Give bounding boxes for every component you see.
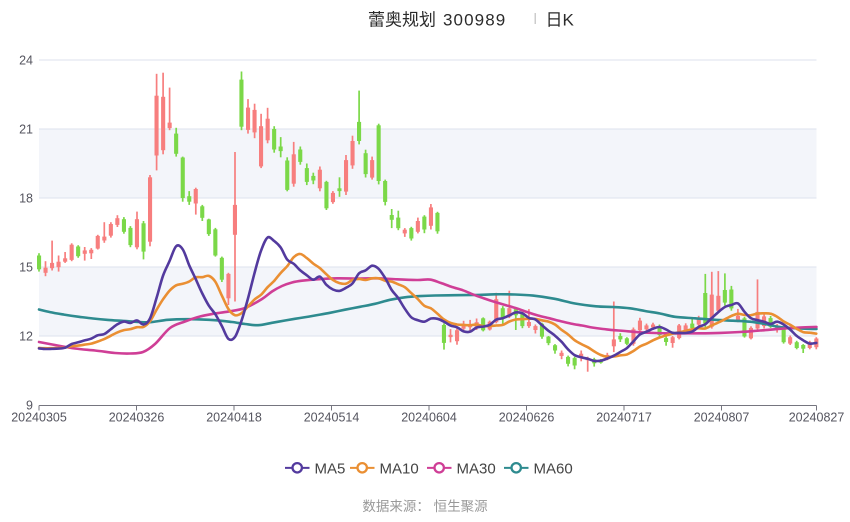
svg-text:20240305: 20240305 <box>11 411 67 425</box>
svg-text:20240418: 20240418 <box>206 411 262 425</box>
svg-text:日K: 日K <box>546 11 575 30</box>
svg-text:MA5: MA5 <box>315 461 346 478</box>
svg-text:MA10: MA10 <box>380 461 419 478</box>
svg-text:15: 15 <box>19 261 33 275</box>
svg-text:MA30: MA30 <box>457 461 496 478</box>
svg-text:9: 9 <box>26 399 33 413</box>
svg-text:300989: 300989 <box>443 11 506 30</box>
svg-text:20240807: 20240807 <box>694 411 750 425</box>
svg-text:21: 21 <box>19 123 33 137</box>
svg-text:蕾奥规划: 蕾奥规划 <box>368 11 436 30</box>
svg-text:20240626: 20240626 <box>499 411 555 425</box>
svg-text:12: 12 <box>19 330 33 344</box>
svg-text:24: 24 <box>19 54 33 68</box>
svg-text:数据来源： 恒生聚源: 数据来源： 恒生聚源 <box>362 499 488 514</box>
svg-text:18: 18 <box>19 192 33 206</box>
svg-text:20240514: 20240514 <box>304 411 360 425</box>
svg-text:20240326: 20240326 <box>109 411 165 425</box>
svg-text:20240604: 20240604 <box>401 411 457 425</box>
svg-text:20240717: 20240717 <box>596 411 652 425</box>
svg-text:MA60: MA60 <box>534 461 573 478</box>
svg-text:20240827: 20240827 <box>789 411 845 425</box>
